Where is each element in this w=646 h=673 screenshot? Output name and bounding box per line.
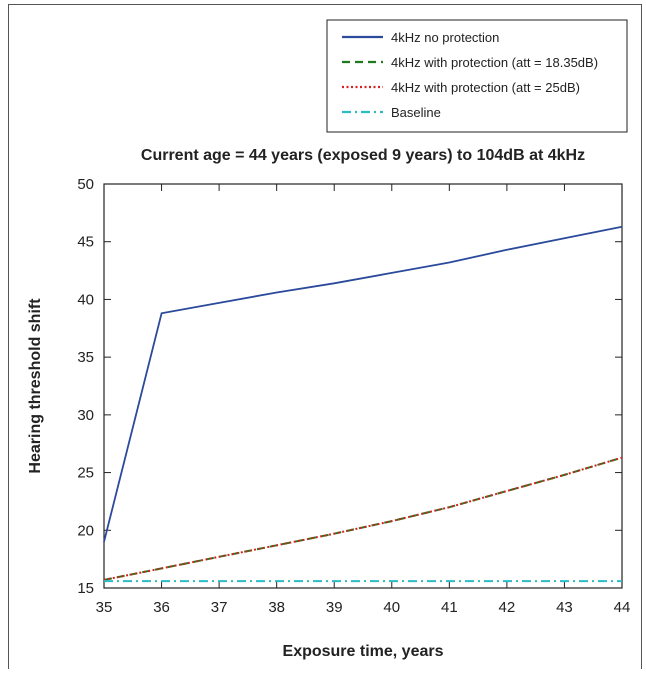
x-tick-label: 37: [211, 599, 228, 616]
figure-frame: [8, 4, 642, 669]
x-tick-label: 36: [153, 599, 170, 616]
x-tick-label: 41: [441, 599, 458, 616]
y-tick-label: 50: [77, 176, 94, 193]
y-tick-label: 35: [77, 349, 94, 366]
y-axis-title: Hearing threshold shift: [27, 298, 44, 474]
legend-label-2: 4kHz with protection (att = 18.35dB): [391, 55, 598, 70]
legend-box: [326, 19, 628, 133]
y-tick-label: 45: [77, 234, 94, 251]
y-tick-label: 15: [77, 580, 94, 597]
y-tick-label: 25: [77, 465, 94, 482]
legend-label-1: 4kHz no protection: [391, 30, 499, 45]
x-axis-title: Exposure time, years: [283, 643, 444, 660]
x-tick-label: 38: [268, 599, 285, 616]
x-tick-label: 43: [556, 599, 573, 616]
legend-label-4: Baseline: [391, 105, 441, 120]
x-tick-label: 35: [96, 599, 113, 616]
legend: 4kHz no protection 4kHz with protection (…: [326, 19, 628, 133]
series-line-1: [103, 225, 623, 543]
series-lines: [103, 225, 623, 583]
series-line-3: [103, 456, 623, 581]
y-tick-label: 30: [77, 407, 94, 424]
legend-label-3: 4kHz with protection (att = 25dB): [391, 80, 580, 95]
series-line-2: [103, 456, 623, 581]
x-tick-label: 44: [614, 599, 631, 616]
axis-ticks: 35 36 37 38 39 40 41 42 43 44 15 20 25 30 35 40 45 50: [77, 176, 630, 616]
x-tick-label: 42: [499, 599, 516, 616]
legend-items: 4kHz no protection 4kHz with protection (…: [342, 30, 598, 120]
chart-title: Current age = 44 years (exposed 9 years)…: [141, 147, 585, 164]
y-tick-label: 20: [77, 522, 94, 539]
y-tick-label: 40: [77, 291, 94, 308]
plot-area: [103, 183, 623, 589]
x-tick-label: 39: [326, 599, 343, 616]
x-tick-label: 40: [383, 599, 400, 616]
